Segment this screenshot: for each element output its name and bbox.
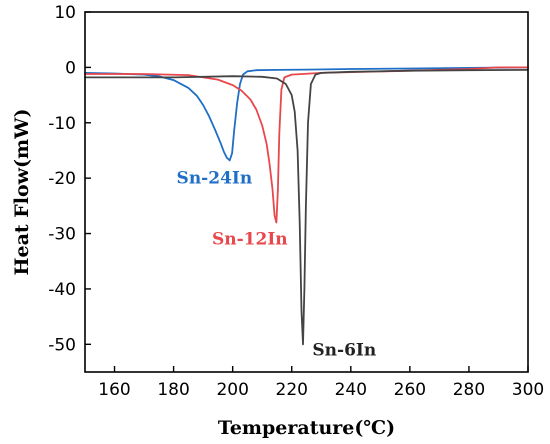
y-tick-label: -50: [48, 335, 76, 355]
x-tick-label: 160: [98, 380, 130, 400]
x-tick-label: 280: [453, 380, 485, 400]
series-layer: [84, 66, 529, 346]
y-tick-label: 10: [54, 3, 76, 23]
x-tick-label: 220: [276, 380, 308, 400]
series-line-sn-24in: [84, 66, 529, 162]
x-axis-title: Temperature(℃): [218, 417, 395, 439]
y-tick-label: -30: [48, 225, 76, 245]
y-axis-title: Heat Flow(mW): [11, 109, 33, 276]
x-tick-label: 260: [394, 380, 426, 400]
x-tick-label: 180: [157, 380, 189, 400]
annotation-layer: Sn-24In Sn-12In Sn-6In: [177, 169, 377, 361]
plot-frame: [84, 11, 529, 373]
x-tick-label: 200: [216, 380, 248, 400]
y-tick-label: -10: [48, 114, 76, 134]
series-label-sn-12in: Sn-12In: [212, 230, 288, 250]
series-line-sn-6in: [84, 69, 529, 346]
y-tick-label: -20: [48, 169, 76, 189]
y-tick-label: 0: [65, 58, 76, 78]
tick-layer: 160 180 200 220 240 260 280 300 10 0 -10 -20 -30 -40 -…: [48, 3, 544, 400]
series-label-sn-6in: Sn-6In: [312, 340, 376, 360]
y-tick-label: -40: [48, 280, 76, 300]
series-label-sn-24in: Sn-24In: [177, 169, 253, 189]
x-tick-label: 300: [512, 380, 544, 400]
x-tick-label: 240: [335, 380, 367, 400]
